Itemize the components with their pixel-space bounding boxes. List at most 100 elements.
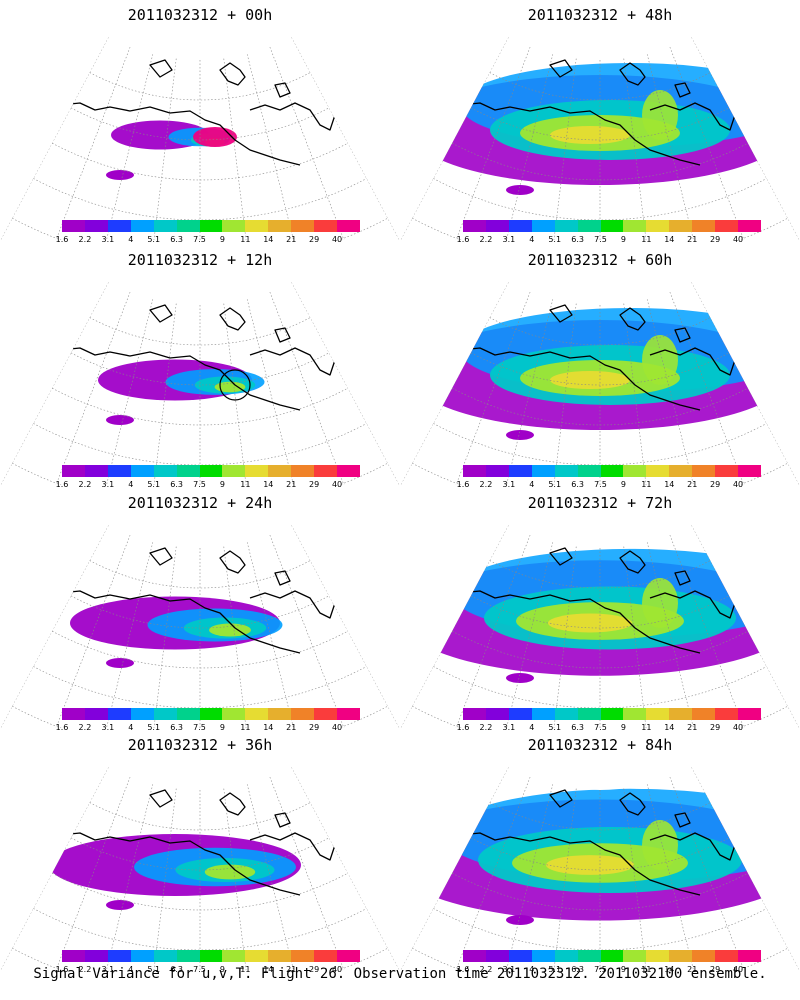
colorbar-tick-label: 2.2 — [78, 965, 92, 974]
colorbar-tick-label: 29 — [710, 965, 721, 974]
colorbar-swatch — [600, 708, 624, 720]
colorbar-swatch — [62, 465, 85, 477]
colorbar-tick-label: 7.5 — [193, 965, 206, 974]
colorbar-tick-label: 21 — [687, 235, 698, 244]
colorbar-swatch — [463, 220, 486, 232]
colorbar-swatch — [176, 950, 200, 962]
panel-title: 2011032312 + 00h — [127, 6, 273, 24]
colorbar-swatch — [669, 465, 693, 477]
colorbar-tick-label: 9 — [620, 723, 626, 732]
colorbar-swatch — [176, 465, 200, 477]
colorbar-swatch — [692, 220, 716, 232]
colorbar-tick-label: 5.1 — [548, 235, 562, 244]
colorbar-swatch — [577, 950, 601, 962]
colorbar-swatch — [337, 465, 360, 477]
colorbar-tick-label: 1.6 — [55, 235, 69, 244]
colorbar-tick-label: 11 — [240, 965, 251, 974]
colorbar-tick-label: 6.3 — [170, 235, 183, 244]
colorbar-tick-label: 3.1 — [502, 480, 516, 489]
variance-field — [0, 525, 400, 728]
colorbar-tick-label: 7.5 — [193, 723, 206, 732]
colorbar-tick-label: 7.5 — [594, 965, 607, 974]
colorbar-swatch — [577, 220, 601, 232]
colorbar-tick-label: 40 — [732, 723, 744, 732]
colorbar-swatch — [715, 950, 739, 962]
colorbar-tick-label: 21 — [687, 723, 698, 732]
colorbar-swatch — [291, 708, 315, 720]
colorbar-swatch — [222, 708, 246, 720]
colorbar-tick-label: 21 — [286, 235, 297, 244]
colorbar-tick-label: 2.2 — [78, 480, 92, 489]
colorbar-tick-label: 21 — [687, 965, 698, 974]
colorbar-labels: 1.6 2.2 3.1 4 5.1 6.3 7.5 9 11 14 21 29 40 — [56, 235, 360, 245]
colorbar-swatch — [531, 220, 555, 232]
colorbar-swatch — [738, 708, 761, 720]
colorbar-tick-label: 40 — [732, 235, 744, 244]
colorbar-tick-label: 11 — [240, 723, 251, 732]
colorbar-swatch — [738, 950, 761, 962]
colorbar — [463, 465, 761, 477]
panel-title: 2011032312 + 84h — [527, 736, 673, 754]
colorbar-swatch — [130, 950, 154, 962]
colorbar-swatch — [600, 465, 624, 477]
colorbar-swatch — [62, 950, 85, 962]
variance-field — [400, 525, 800, 728]
colorbar-tick-label: 3.1 — [502, 723, 516, 732]
map-plot — [400, 282, 800, 485]
colorbar — [62, 708, 360, 720]
colorbar-labels: 1.6 2.2 3.1 4 5.1 6.3 7.5 9 11 14 21 29 40 — [457, 723, 761, 733]
colorbar-swatch — [577, 465, 601, 477]
variance-field — [400, 282, 800, 485]
colorbar-swatch — [715, 220, 739, 232]
colorbar-swatch — [577, 708, 601, 720]
colorbar-swatch — [646, 465, 670, 477]
colorbar-swatch — [176, 220, 200, 232]
colorbar-tick-label: 5.1 — [548, 965, 562, 974]
colorbar-swatch — [531, 950, 555, 962]
colorbar-swatch — [130, 465, 154, 477]
colorbar-swatch — [623, 950, 647, 962]
colorbar-labels: 1.6 2.2 3.1 4 5.1 6.3 7.5 9 11 14 21 29 40 — [56, 965, 360, 975]
colorbar-swatch — [554, 465, 578, 477]
colorbar-tick-label: 29 — [309, 965, 320, 974]
colorbar-swatch — [84, 465, 108, 477]
colorbar-swatch — [646, 950, 670, 962]
colorbar-swatch — [508, 465, 532, 477]
map-panel-12h: 2011032312 + 12h 1.6 2.2 3.1 4 5.1 6.3 7.5 9 11 14… — [0, 245, 400, 489]
colorbar-tick-label: 7.5 — [594, 235, 607, 244]
colorbar-swatch — [107, 220, 131, 232]
colorbar — [62, 465, 360, 477]
colorbar-swatch — [337, 708, 360, 720]
colorbar-tick-label: 7.5 — [193, 480, 206, 489]
coastlines — [29, 59, 351, 166]
figure-caption: Signal Variance for u,v,T. Flight 26. Ob… — [33, 966, 767, 982]
map-plot — [400, 37, 800, 240]
colorbar-tick-label: 5.1 — [147, 723, 161, 732]
colorbar-swatch — [738, 220, 761, 232]
colorbar-tick-label: 2.2 — [78, 235, 92, 244]
colorbar-swatch — [153, 465, 177, 477]
colorbar-labels: 1.6 2.2 3.1 4 5.1 6.3 7.5 9 11 14 21 29 40 — [457, 235, 761, 245]
colorbar-labels: 1.6 2.2 3.1 4 5.1 6.3 7.5 9 11 14 21 29 40 — [457, 965, 761, 975]
panel-title: 2011032312 + 24h — [127, 494, 273, 512]
colorbar-tick-label: 14 — [664, 480, 675, 489]
colorbar-swatch — [646, 708, 670, 720]
map-panel-00h: 2011032312 + 00h 1.6 2.2 3.1 4 5.1 6.3 7.5 9 11 14… — [0, 0, 400, 244]
colorbar-swatch — [692, 465, 716, 477]
colorbar-tick-label: 14 — [664, 235, 675, 244]
colorbar-swatch — [314, 950, 338, 962]
colorbar-tick-label: 29 — [309, 723, 320, 732]
colorbar-tick-label: 6.3 — [571, 480, 584, 489]
colorbar-swatch — [62, 708, 85, 720]
colorbar-swatch — [554, 950, 578, 962]
colorbar-tick-label: 40 — [331, 235, 343, 244]
colorbar-swatch — [554, 220, 578, 232]
colorbar-labels: 1.6 2.2 3.1 4 5.1 6.3 7.5 9 11 14 21 29 40 — [457, 480, 761, 490]
colorbar-swatch — [130, 708, 154, 720]
colorbar-tick-label: 1.6 — [55, 965, 69, 974]
colorbar-tick-label: 40 — [331, 723, 343, 732]
panel-title: 2011032312 + 12h — [127, 251, 273, 269]
map-panel-60h: 2011032312 + 60h 1.6 2.2 3.1 4 5.1 6.3 7.5 9 11 14… — [400, 245, 800, 489]
colorbar-tick-label: 9 — [620, 235, 626, 244]
colorbar-tick-label: 14 — [664, 965, 675, 974]
